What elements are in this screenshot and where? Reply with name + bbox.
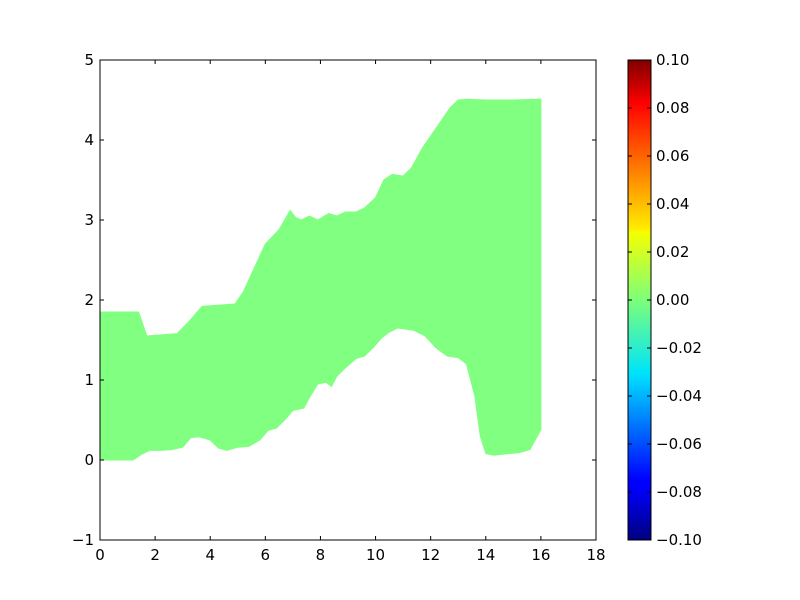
x-tick-label: 2 — [150, 546, 160, 564]
x-tick-label: 4 — [205, 546, 215, 564]
x-tick-label: 12 — [421, 546, 440, 564]
x-tick-label: 10 — [366, 546, 385, 564]
y-tick-label: 3 — [84, 211, 94, 229]
x-tick-label: 6 — [261, 546, 271, 564]
colorbar: 0.10 0.08 0.06 0.04 0.02 0.00 −0.02 −0.04 −0.06 −… — [627, 51, 702, 549]
y-tick-label: 1 — [84, 371, 94, 389]
y-tick-label: 2 — [84, 291, 94, 309]
colorbar-tick-label: −0.04 — [656, 387, 702, 405]
y-tick-label: 4 — [84, 131, 94, 149]
filled-region-0 — [99, 98, 542, 461]
colorbar-tick-label: 0.08 — [656, 99, 689, 117]
x-tick-label: 0 — [95, 546, 105, 564]
colorbar-tick-label: 0.04 — [656, 195, 689, 213]
colorbar-tick-label: 0.06 — [656, 147, 689, 165]
colorbar-tick-label: 0.02 — [656, 243, 689, 261]
y-tick-label: 5 — [84, 51, 94, 69]
colorbar-tick-label: 0.00 — [656, 291, 689, 309]
plot-area — [99, 98, 542, 461]
y-tick-label: 0 — [84, 451, 94, 469]
colorbar-tick-label: 0.10 — [656, 51, 689, 69]
y-tick-label: −1 — [72, 531, 94, 549]
x-tick-label: 16 — [531, 546, 550, 564]
colorbar-tick-label: −0.06 — [656, 435, 702, 453]
colorbar-tick-label: −0.08 — [656, 483, 702, 501]
x-tick-label: 8 — [316, 546, 326, 564]
colorbar-tick-label: −0.02 — [656, 339, 702, 357]
x-tick-label: 18 — [586, 546, 605, 564]
colorbar-tick-label: −0.10 — [656, 531, 702, 549]
x-tick-label: 14 — [476, 546, 495, 564]
